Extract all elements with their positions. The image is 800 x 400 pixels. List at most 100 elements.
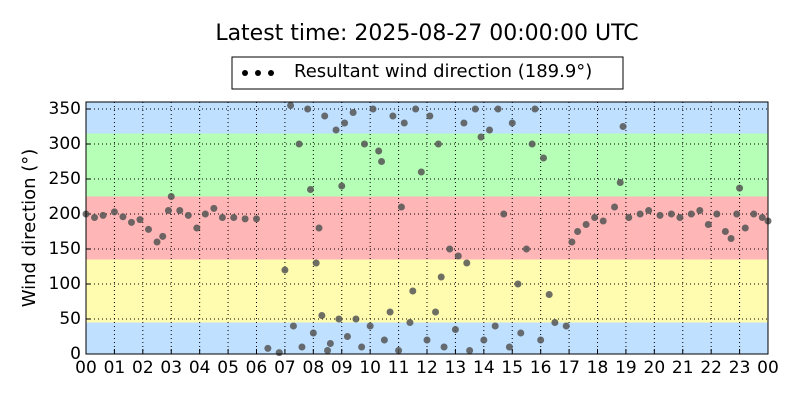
data-point	[551, 319, 559, 326]
data-point	[460, 119, 468, 127]
legend-label: Resultant wind direction (189.9°)	[294, 61, 592, 82]
data-point	[230, 214, 238, 221]
data-point	[164, 207, 172, 214]
data-point	[508, 119, 516, 127]
x-tick-label: 08	[303, 358, 325, 378]
data-point	[426, 112, 434, 120]
data-point	[397, 203, 405, 211]
x-tick-label: 13	[445, 358, 467, 378]
y-tick-label: 300	[49, 134, 81, 154]
data-point	[625, 214, 633, 221]
x-tick-label: 15	[501, 358, 523, 378]
data-point	[568, 238, 576, 246]
data-point	[440, 343, 448, 351]
x-tick-label: 01	[104, 358, 126, 378]
data-point	[386, 308, 394, 316]
data-point	[241, 215, 249, 223]
y-tick-label: 250	[49, 169, 81, 189]
data-point	[645, 207, 653, 214]
data-point	[369, 105, 377, 113]
data-point	[332, 126, 340, 134]
data-point	[537, 336, 545, 344]
data-point	[312, 259, 320, 267]
x-tick-label: 03	[160, 358, 182, 378]
data-point	[423, 336, 431, 344]
data-point	[315, 224, 323, 232]
data-point	[193, 224, 201, 232]
data-point	[378, 158, 386, 165]
data-point	[318, 312, 326, 319]
data-point	[184, 211, 192, 219]
data-point	[582, 221, 590, 228]
data-point	[517, 329, 525, 337]
data-point	[611, 203, 619, 211]
data-point	[741, 224, 749, 232]
data-point	[417, 168, 425, 176]
data-point	[136, 216, 144, 224]
data-point	[656, 211, 664, 219]
data-point	[480, 336, 488, 344]
x-tick-label: 21	[672, 358, 694, 378]
data-point	[153, 238, 161, 246]
x-tick-label: 09	[331, 358, 353, 378]
y-tick-label: 0	[70, 344, 81, 364]
data-point	[395, 347, 403, 354]
data-point	[758, 214, 766, 221]
plot-frame	[85, 101, 769, 355]
data-point	[324, 347, 332, 354]
legend-marker	[255, 70, 261, 76]
data-point	[110, 208, 118, 216]
x-tick-label: 00	[75, 358, 97, 378]
data-point	[366, 322, 374, 330]
y-tick-label: 100	[49, 274, 81, 294]
data-point	[358, 343, 366, 351]
x-tick-label: 07	[274, 358, 296, 378]
x-tick-label: 16	[530, 358, 552, 378]
data-point	[275, 349, 283, 357]
data-point	[750, 210, 758, 218]
y-tick-label: 350	[49, 99, 81, 119]
y-tick-label: 200	[49, 204, 81, 224]
data-point	[733, 210, 741, 218]
legend-marker	[242, 70, 248, 76]
data-point	[99, 211, 107, 219]
y-axis-label: Wind direction (°)	[19, 149, 40, 308]
y-tick-label: 150	[49, 239, 81, 259]
x-tick-label: 20	[644, 358, 666, 378]
data-point	[434, 140, 442, 148]
data-point	[736, 184, 744, 192]
data-point	[721, 228, 729, 235]
data-point	[389, 112, 397, 120]
data-point	[306, 186, 314, 193]
data-point	[375, 147, 383, 155]
data-point	[466, 347, 474, 354]
data-point	[454, 252, 462, 260]
data-point	[619, 123, 627, 130]
data-point	[264, 344, 272, 352]
data-point	[304, 105, 312, 113]
x-tick-label: 22	[700, 358, 722, 378]
data-point	[562, 322, 570, 330]
data-point	[412, 105, 420, 113]
data-point	[471, 105, 479, 113]
x-tick-label: 00	[757, 358, 779, 378]
data-point	[341, 119, 349, 127]
data-point	[636, 210, 644, 218]
data-point	[687, 210, 695, 218]
data-point	[437, 273, 445, 281]
data-point	[218, 214, 226, 221]
data-point	[91, 214, 99, 221]
data-point	[505, 343, 513, 351]
x-tick-label: 10	[359, 358, 381, 378]
data-point	[145, 225, 153, 233]
data-point	[616, 179, 624, 186]
data-point	[591, 214, 599, 221]
data-point	[349, 109, 357, 116]
data-point	[676, 214, 684, 221]
data-point	[667, 210, 675, 218]
x-tick-label: 17	[558, 358, 580, 378]
x-tick-label: 04	[189, 358, 211, 378]
data-point	[289, 322, 297, 330]
data-point	[352, 315, 360, 323]
